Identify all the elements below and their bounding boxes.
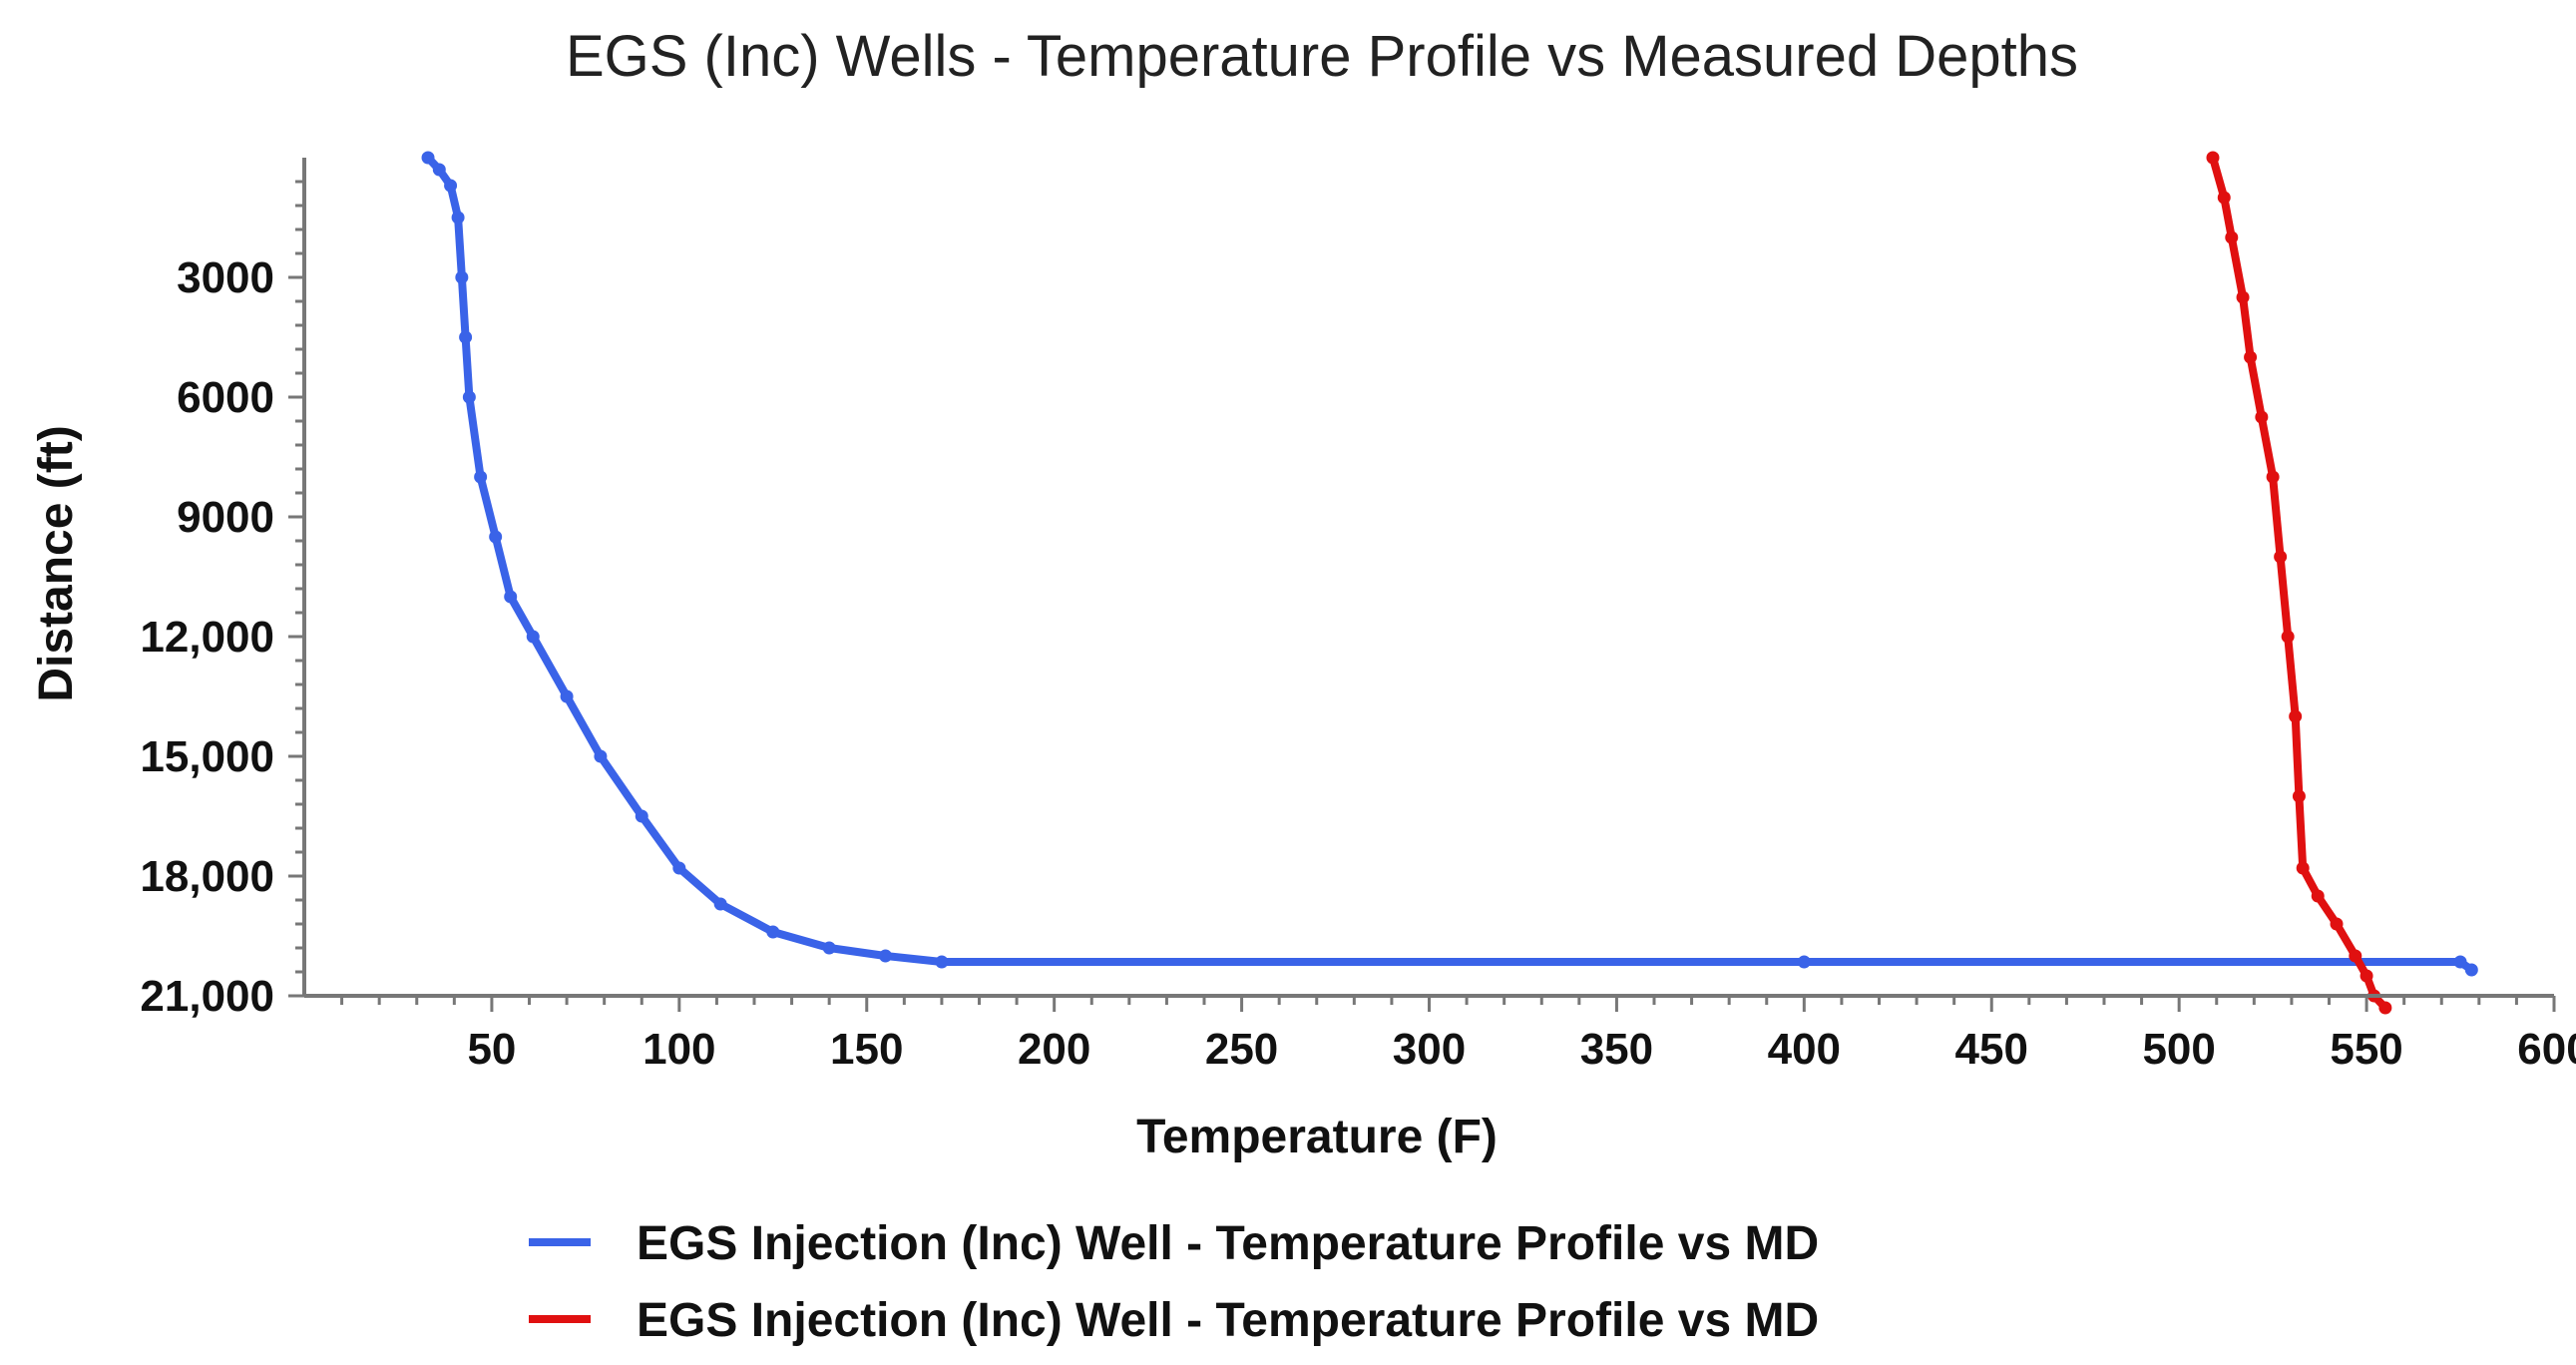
- x-tick-label: 300: [1393, 1025, 1466, 1074]
- x-tick-label: 150: [830, 1025, 903, 1074]
- y-axis-ticks: 3000 6000 9000 12,000 15,000 18,000 21,000: [140, 180, 304, 1021]
- data-point-1: [2274, 550, 2288, 564]
- data-point-1: [2281, 630, 2295, 644]
- y-axis-label: Distance (ft): [30, 425, 83, 701]
- x-tick-label: 50: [467, 1025, 516, 1074]
- data-point-1: [2244, 350, 2258, 364]
- x-tick-label: 100: [643, 1025, 715, 1074]
- x-tick-label: 500: [2142, 1025, 2215, 1074]
- y-tick-label: 6000: [177, 373, 274, 422]
- chart-title: EGS (Inc) Wells - Temperature Profile vs…: [566, 24, 2078, 89]
- y-tick-label: 21,000: [140, 972, 274, 1021]
- data-point-0: [462, 390, 476, 404]
- data-point-1: [2378, 1001, 2392, 1015]
- data-point-0: [474, 470, 488, 484]
- data-point-1: [2292, 789, 2306, 803]
- data-point-0: [455, 270, 469, 284]
- data-point-0: [459, 330, 473, 344]
- y-tick-label: 18,000: [140, 852, 274, 901]
- data-point-1: [2217, 191, 2231, 205]
- data-point-0: [935, 955, 949, 969]
- x-tick-label: 450: [1955, 1025, 2028, 1074]
- y-tick-label: 9000: [177, 493, 274, 542]
- data-point-0: [1797, 955, 1811, 969]
- data-point-1: [2311, 889, 2325, 903]
- x-tick-label: 350: [1580, 1025, 1653, 1074]
- data-point-0: [504, 590, 518, 604]
- series-layer: [421, 151, 2478, 1015]
- data-point-0: [444, 179, 458, 193]
- y-tick-label: 15,000: [140, 732, 274, 781]
- data-point-0: [2453, 955, 2467, 969]
- data-point-0: [594, 749, 608, 763]
- data-point-1: [2206, 151, 2220, 165]
- x-tick-label: 200: [1018, 1025, 1090, 1074]
- y-tick-label: 3000: [177, 253, 274, 302]
- x-tick-label: 400: [1768, 1025, 1841, 1074]
- legend-label-injection-red: EGS Injection (Inc) Well - Temperature P…: [637, 1294, 1819, 1347]
- legend: EGS Injection (Inc) Well - Temperature P…: [529, 1217, 1819, 1347]
- data-point-1: [2289, 709, 2303, 723]
- data-point-1: [2349, 949, 2362, 963]
- series-line-0: [424, 154, 2476, 974]
- data-point-1: [2236, 290, 2250, 304]
- y-tick-label: 12,000: [140, 613, 274, 662]
- plot-area: 50 100 150 200 250 300 350 400 450 500 550 600 3000…: [140, 151, 2576, 1074]
- data-point-1: [2360, 969, 2373, 983]
- data-point-0: [526, 630, 540, 644]
- data-point-0: [879, 949, 893, 963]
- series-line-1: [2209, 154, 2389, 1012]
- data-point-0: [766, 925, 780, 939]
- data-point-0: [451, 211, 465, 225]
- x-tick-label: 250: [1205, 1025, 1278, 1074]
- data-point-0: [822, 941, 836, 955]
- data-point-0: [421, 151, 435, 165]
- data-point-0: [560, 689, 574, 703]
- data-point-0: [672, 861, 686, 875]
- x-tick-label: 600: [2517, 1025, 2576, 1074]
- data-point-0: [635, 809, 648, 823]
- data-point-1: [2266, 470, 2280, 484]
- x-axis-label: Temperature (F): [1136, 1111, 1498, 1163]
- x-axis-ticks: 50 100 150 200 250 300 350 400 450 500 550 600: [340, 996, 2576, 1074]
- data-point-0: [713, 897, 727, 911]
- data-point-1: [2225, 230, 2239, 244]
- data-point-1: [2296, 861, 2310, 875]
- data-point-0: [489, 530, 503, 544]
- data-point-0: [2464, 963, 2478, 977]
- data-point-0: [432, 163, 446, 177]
- data-point-1: [2255, 410, 2269, 424]
- x-tick-label: 550: [2330, 1025, 2402, 1074]
- data-point-1: [2330, 917, 2344, 931]
- legend-label-injection-blue: EGS Injection (Inc) Well - Temperature P…: [637, 1217, 1819, 1270]
